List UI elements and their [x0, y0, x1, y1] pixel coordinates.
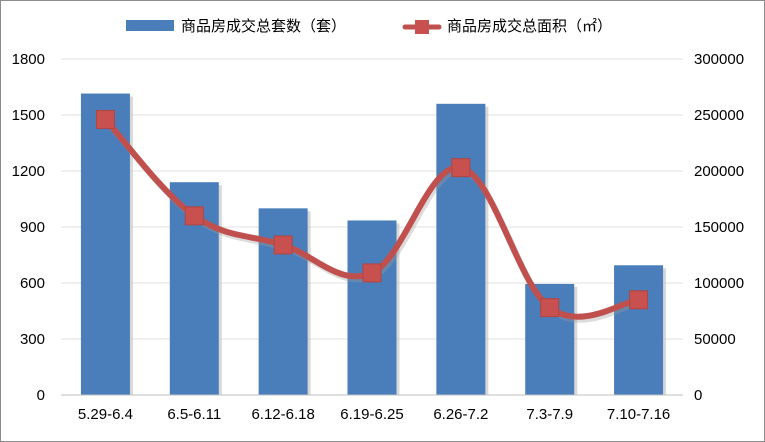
- x-tick-label: 6.12-6.18: [251, 406, 314, 423]
- y-right-tick-label: 50000: [694, 331, 736, 348]
- x-tick-label: 7.3-7.9: [526, 406, 573, 423]
- line-marker: [95, 109, 115, 129]
- bar: [80, 93, 130, 396]
- legend-line-marker: [415, 20, 429, 34]
- y-right-tick-label: 0: [694, 387, 702, 404]
- y-right-tick-label: 250000: [694, 107, 744, 124]
- bar: [347, 220, 397, 395]
- legend-item-line: 商品房成交总面积（㎡）: [402, 17, 612, 35]
- x-tick-label: 6.19-6.25: [340, 406, 403, 423]
- legend-bar-swatch: [126, 20, 174, 31]
- y-right-tick-label: 150000: [694, 219, 744, 236]
- y-left-tick-label: 0: [37, 387, 45, 404]
- line-marker: [629, 290, 649, 310]
- y-right-tick-label: 200000: [694, 163, 744, 180]
- x-tick-label: 6.5-6.11: [167, 406, 221, 423]
- y-left-tick-label: 1500: [12, 107, 45, 124]
- legend: 商品房成交总套数（套） 商品房成交总面积（㎡）: [126, 17, 612, 35]
- x-tick-label: 5.29-6.4: [78, 406, 133, 423]
- y-left-tick-label: 1800: [12, 51, 45, 68]
- x-tick-label: 6.26-7.2: [433, 406, 488, 423]
- legend-label-line: 商品房成交总面积（㎡）: [447, 17, 612, 35]
- y-left-tick-label: 1200: [12, 163, 45, 180]
- y-right-tick-label: 300000: [694, 51, 744, 68]
- y-left-tick-label: 300: [20, 331, 45, 348]
- bar: [436, 103, 486, 396]
- x-tick-label: 7.10-7.16: [607, 406, 670, 423]
- y-right-tick-label: 100000: [694, 275, 744, 292]
- line-marker: [540, 298, 560, 318]
- line-marker: [451, 158, 471, 178]
- line-marker: [273, 235, 293, 255]
- line-marker: [184, 206, 204, 226]
- bar: [614, 265, 664, 395]
- line-series: [95, 109, 649, 323]
- bar-series: [80, 93, 667, 396]
- y-left-tick-label: 900: [20, 219, 45, 236]
- legend-label-bar: 商品房成交总套数（套）: [181, 17, 346, 35]
- y-left-tick-label: 600: [20, 275, 45, 292]
- legend-item-bar: 商品房成交总套数（套）: [126, 17, 346, 35]
- axes: 0 300 600 900 1200 1500 1800 0 50000 100000 150000…: [12, 51, 744, 423]
- line-marker: [362, 263, 382, 283]
